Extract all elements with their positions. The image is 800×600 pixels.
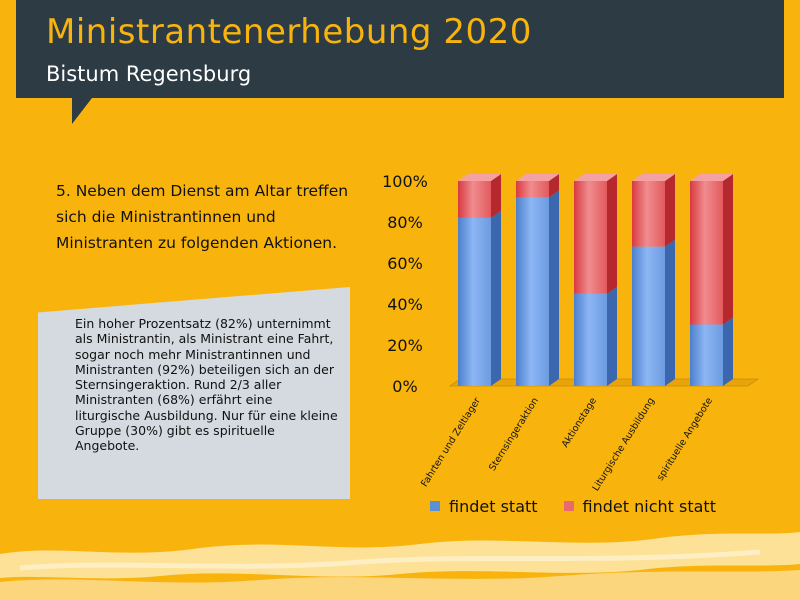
x-category-label: Sternsingeraktion bbox=[487, 396, 541, 473]
bar-segment bbox=[516, 197, 549, 386]
legend-swatch bbox=[430, 501, 440, 511]
bar-segment bbox=[458, 181, 491, 218]
bar-side bbox=[491, 174, 501, 218]
bar-top bbox=[690, 174, 733, 181]
y-tick-label: 20% bbox=[387, 336, 423, 355]
bar-side bbox=[723, 174, 733, 325]
legend-label: findet statt bbox=[449, 496, 538, 516]
bar-segment bbox=[516, 181, 549, 198]
bar-side bbox=[491, 210, 501, 386]
page-title: Ministrantenerhebung 2020 bbox=[46, 12, 532, 52]
y-tick-label: 0% bbox=[392, 377, 417, 396]
bar-top bbox=[632, 174, 675, 181]
bar-segment bbox=[632, 181, 665, 247]
x-category-label: Aktionstage bbox=[560, 396, 599, 450]
question-text: 5. Neben dem Dienst am Altar treffen sic… bbox=[56, 182, 349, 252]
title-banner: Ministrantenerhebung 2020 Bistum Regensb… bbox=[16, 0, 784, 98]
x-category-label: Liturgische Ausbildung bbox=[590, 396, 657, 493]
bar-segment bbox=[574, 293, 607, 386]
bar-top bbox=[516, 174, 559, 181]
x-category-label: spirituelle Angebote bbox=[655, 396, 715, 483]
bar-segment bbox=[690, 181, 723, 325]
y-tick-label: 100% bbox=[382, 172, 428, 191]
legend-label: findet nicht statt bbox=[582, 496, 716, 516]
bar-segment bbox=[690, 324, 723, 386]
legend-swatch bbox=[563, 501, 574, 511]
banner-pointer bbox=[72, 98, 92, 124]
bar-side bbox=[607, 174, 617, 294]
y-tick-label: 80% bbox=[387, 213, 423, 232]
bar-side bbox=[549, 174, 559, 198]
bar-side bbox=[723, 317, 733, 386]
callout-bubble bbox=[38, 287, 350, 499]
bar-top bbox=[458, 174, 501, 181]
bar-side bbox=[549, 190, 559, 386]
legend-item: findet nicht statt bbox=[563, 496, 716, 516]
bar-side bbox=[607, 286, 617, 386]
y-tick-label: 40% bbox=[387, 295, 423, 314]
bar-side bbox=[665, 239, 675, 386]
bar-top bbox=[574, 174, 617, 181]
bar-segment bbox=[632, 246, 665, 386]
page-subtitle: Bistum Regensburg bbox=[46, 62, 252, 86]
bar-segment bbox=[574, 181, 607, 294]
callout-text: Ein hoher Prozentsatz (82%) unternimmt a… bbox=[75, 316, 338, 454]
x-category-label: Fahrten und Zeltlager bbox=[419, 396, 483, 489]
brush-stroke-decoration bbox=[0, 532, 800, 600]
chart-legend: findet statt findet nicht statt bbox=[430, 496, 742, 516]
legend-item: findet statt bbox=[430, 497, 538, 516]
y-tick-label: 60% bbox=[387, 254, 423, 273]
bar-segment bbox=[458, 217, 491, 386]
bar-side bbox=[665, 174, 675, 247]
